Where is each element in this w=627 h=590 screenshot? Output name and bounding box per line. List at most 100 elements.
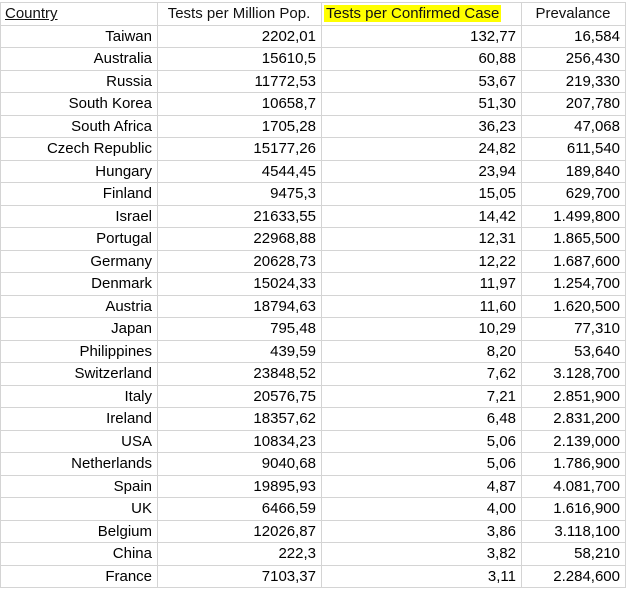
cell-tests-per-case[interactable]: 23,94 xyxy=(321,159,522,183)
header-cell-prevalence[interactable]: Prevalance xyxy=(521,2,626,26)
cell-tests-per-million[interactable]: 11772,53 xyxy=(157,69,322,93)
cell-tests-per-million[interactable]: 20576,75 xyxy=(157,384,322,408)
cell-prevalence[interactable]: 47,068 xyxy=(521,114,626,138)
cell-country[interactable]: China xyxy=(0,542,158,566)
cell-country[interactable]: Australia xyxy=(0,47,158,71)
cell-tests-per-million[interactable]: 23848,52 xyxy=(157,362,322,386)
cell-tests-per-million[interactable]: 18357,62 xyxy=(157,407,322,431)
cell-tests-per-million[interactable]: 4544,45 xyxy=(157,159,322,183)
cell-tests-per-case[interactable]: 4,87 xyxy=(321,474,522,498)
cell-prevalence[interactable]: 1.620,500 xyxy=(521,294,626,318)
cell-country[interactable]: Germany xyxy=(0,249,158,273)
cell-tests-per-million[interactable]: 9475,3 xyxy=(157,182,322,206)
header-cell-tests-per-million[interactable]: Tests per Million Pop. xyxy=(157,2,322,26)
cell-tests-per-case[interactable]: 4,00 xyxy=(321,497,522,521)
cell-tests-per-case[interactable]: 53,67 xyxy=(321,69,522,93)
cell-country[interactable]: Taiwan xyxy=(0,24,158,48)
cell-prevalence[interactable]: 3.118,100 xyxy=(521,519,626,543)
cell-country[interactable]: South Korea xyxy=(0,92,158,116)
cell-tests-per-case[interactable]: 36,23 xyxy=(321,114,522,138)
cell-tests-per-case[interactable]: 11,60 xyxy=(321,294,522,318)
cell-country[interactable]: Austria xyxy=(0,294,158,318)
cell-prevalence[interactable]: 207,780 xyxy=(521,92,626,116)
cell-tests-per-case[interactable]: 51,30 xyxy=(321,92,522,116)
cell-country[interactable]: Denmark xyxy=(0,272,158,296)
cell-prevalence[interactable]: 2.284,600 xyxy=(521,564,626,588)
cell-tests-per-case[interactable]: 12,22 xyxy=(321,249,522,273)
cell-country[interactable]: Switzerland xyxy=(0,362,158,386)
cell-tests-per-case[interactable]: 10,29 xyxy=(321,317,522,341)
cell-tests-per-million[interactable]: 18794,63 xyxy=(157,294,322,318)
cell-country[interactable]: Spain xyxy=(0,474,158,498)
cell-country[interactable]: USA xyxy=(0,429,158,453)
cell-tests-per-case[interactable]: 5,06 xyxy=(321,452,522,476)
cell-prevalence[interactable]: 2.851,900 xyxy=(521,384,626,408)
cell-prevalence[interactable]: 1.865,500 xyxy=(521,227,626,251)
cell-tests-per-million[interactable]: 9040,68 xyxy=(157,452,322,476)
cell-prevalence[interactable]: 219,330 xyxy=(521,69,626,93)
cell-prevalence[interactable]: 1.786,900 xyxy=(521,452,626,476)
cell-prevalence[interactable]: 16,584 xyxy=(521,24,626,48)
cell-tests-per-million[interactable]: 10658,7 xyxy=(157,92,322,116)
cell-prevalence[interactable]: 1.616,900 xyxy=(521,497,626,521)
cell-tests-per-million[interactable]: 10834,23 xyxy=(157,429,322,453)
cell-tests-per-case[interactable]: 132,77 xyxy=(321,24,522,48)
cell-country[interactable]: Italy xyxy=(0,384,158,408)
cell-prevalence[interactable]: 256,430 xyxy=(521,47,626,71)
cell-prevalence[interactable]: 58,210 xyxy=(521,542,626,566)
cell-tests-per-case[interactable]: 6,48 xyxy=(321,407,522,431)
cell-tests-per-case[interactable]: 15,05 xyxy=(321,182,522,206)
cell-country[interactable]: South Africa xyxy=(0,114,158,138)
cell-prevalence[interactable]: 611,540 xyxy=(521,137,626,161)
cell-tests-per-million[interactable]: 1705,28 xyxy=(157,114,322,138)
cell-tests-per-case[interactable]: 11,97 xyxy=(321,272,522,296)
cell-prevalence[interactable]: 3.128,700 xyxy=(521,362,626,386)
cell-country[interactable]: Hungary xyxy=(0,159,158,183)
cell-prevalence[interactable]: 1.687,600 xyxy=(521,249,626,273)
cell-prevalence[interactable]: 53,640 xyxy=(521,339,626,363)
cell-tests-per-case[interactable]: 24,82 xyxy=(321,137,522,161)
cell-prevalence[interactable]: 1.499,800 xyxy=(521,204,626,228)
cell-country[interactable]: Japan xyxy=(0,317,158,341)
cell-prevalence[interactable]: 2.831,200 xyxy=(521,407,626,431)
cell-country[interactable]: UK xyxy=(0,497,158,521)
cell-country[interactable]: Israel xyxy=(0,204,158,228)
cell-tests-per-million[interactable]: 15177,26 xyxy=(157,137,322,161)
cell-tests-per-million[interactable]: 15610,5 xyxy=(157,47,322,71)
cell-prevalence[interactable]: 2.139,000 xyxy=(521,429,626,453)
cell-tests-per-million[interactable]: 22968,88 xyxy=(157,227,322,251)
cell-prevalence[interactable]: 629,700 xyxy=(521,182,626,206)
header-cell-tests-per-case[interactable]: Tests per Confirmed Case xyxy=(321,2,522,26)
cell-country[interactable]: Portugal xyxy=(0,227,158,251)
cell-tests-per-case[interactable]: 3,11 xyxy=(321,564,522,588)
cell-country[interactable]: Philippines xyxy=(0,339,158,363)
cell-tests-per-case[interactable]: 3,82 xyxy=(321,542,522,566)
cell-country[interactable]: Finland xyxy=(0,182,158,206)
header-cell-country[interactable]: Country xyxy=(0,2,158,26)
cell-tests-per-million[interactable]: 2202,01 xyxy=(157,24,322,48)
cell-tests-per-million[interactable]: 6466,59 xyxy=(157,497,322,521)
cell-tests-per-million[interactable]: 20628,73 xyxy=(157,249,322,273)
cell-tests-per-million[interactable]: 7103,37 xyxy=(157,564,322,588)
cell-country[interactable]: Belgium xyxy=(0,519,158,543)
cell-tests-per-case[interactable]: 3,86 xyxy=(321,519,522,543)
cell-country[interactable]: Russia xyxy=(0,69,158,93)
cell-tests-per-case[interactable]: 14,42 xyxy=(321,204,522,228)
cell-tests-per-case[interactable]: 60,88 xyxy=(321,47,522,71)
cell-tests-per-million[interactable]: 19895,93 xyxy=(157,474,322,498)
cell-tests-per-case[interactable]: 7,62 xyxy=(321,362,522,386)
cell-country[interactable]: Czech Republic xyxy=(0,137,158,161)
cell-tests-per-million[interactable]: 12026,87 xyxy=(157,519,322,543)
cell-tests-per-million[interactable]: 795,48 xyxy=(157,317,322,341)
cell-tests-per-case[interactable]: 7,21 xyxy=(321,384,522,408)
cell-prevalence[interactable]: 189,840 xyxy=(521,159,626,183)
cell-tests-per-case[interactable]: 5,06 xyxy=(321,429,522,453)
cell-prevalence[interactable]: 4.081,700 xyxy=(521,474,626,498)
cell-prevalence[interactable]: 77,310 xyxy=(521,317,626,341)
cell-tests-per-case[interactable]: 12,31 xyxy=(321,227,522,251)
cell-tests-per-million[interactable]: 222,3 xyxy=(157,542,322,566)
cell-tests-per-case[interactable]: 8,20 xyxy=(321,339,522,363)
cell-country[interactable]: Ireland xyxy=(0,407,158,431)
cell-tests-per-million[interactable]: 439,59 xyxy=(157,339,322,363)
cell-tests-per-million[interactable]: 15024,33 xyxy=(157,272,322,296)
